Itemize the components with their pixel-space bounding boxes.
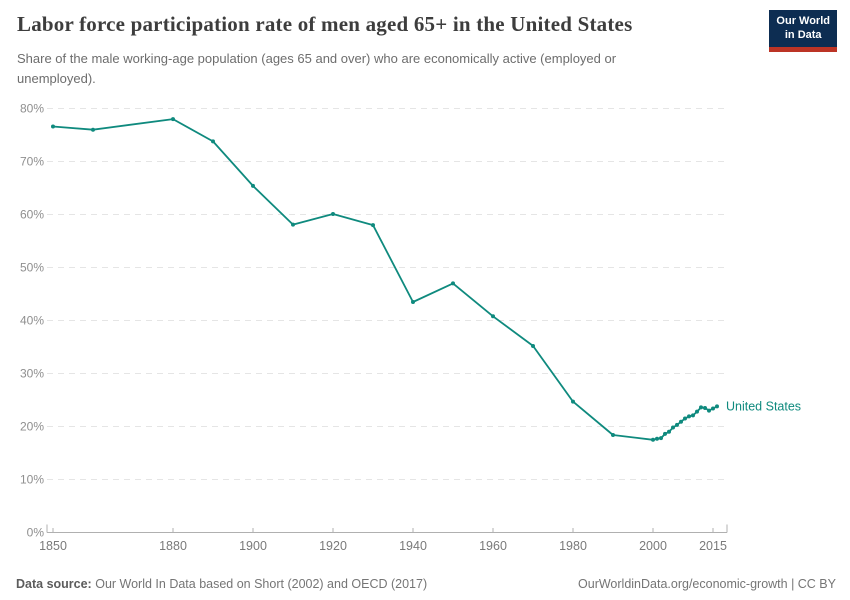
x-axis-label: 1850 (39, 539, 67, 553)
chart-footer: Data source: Our World In Data based on … (16, 577, 836, 591)
x-axis-label: 2000 (639, 539, 667, 553)
owid-url-license[interactable]: OurWorldinData.org/economic-growth | CC … (578, 577, 836, 591)
x-axis-label: 1940 (399, 539, 427, 553)
data-point (51, 124, 55, 129)
data-point (715, 404, 719, 409)
owid-logo[interactable]: Our World in Data (769, 10, 837, 52)
page-title: Labor force participation rate of men ag… (17, 12, 633, 36)
y-axis-label: 40% (20, 314, 44, 328)
data-point (291, 222, 295, 227)
data-point (675, 422, 679, 427)
data-point (695, 409, 699, 414)
data-point (703, 405, 707, 410)
x-axis-label: 1960 (479, 539, 507, 553)
data-point (451, 281, 455, 286)
x-axis-label: 1900 (239, 539, 267, 553)
data-source-text: Our World In Data based on Short (2002) … (95, 577, 428, 591)
data-point (531, 343, 535, 348)
data-source-label: Data source: (16, 577, 92, 591)
data-point (211, 139, 215, 144)
y-axis-label: 30% (20, 367, 44, 381)
data-point (371, 223, 375, 228)
y-axis-label: 80% (20, 102, 44, 116)
data-point (331, 211, 335, 216)
data-point (491, 314, 495, 319)
data-point (251, 183, 255, 188)
owid-logo-line1: Our World (776, 15, 830, 27)
data-point (663, 431, 667, 436)
y-axis-label: 20% (20, 420, 44, 434)
data-point (655, 436, 659, 441)
x-axis-label: 1980 (559, 539, 587, 553)
x-axis-label: 2015 (699, 539, 727, 553)
y-axis-label: 70% (20, 155, 44, 169)
data-point (699, 405, 703, 410)
data-point (571, 399, 575, 404)
y-axis-label: 50% (20, 261, 44, 275)
data-point (691, 413, 695, 418)
data-point (671, 425, 675, 430)
data-point (687, 414, 691, 419)
data-point (707, 408, 711, 413)
series-label: United States (726, 399, 801, 413)
data-point (411, 299, 415, 304)
data-point (651, 437, 655, 442)
data-point (171, 117, 175, 122)
x-axis-label: 1920 (319, 539, 347, 553)
x-axis-label: 1880 (159, 539, 187, 553)
data-point (611, 432, 615, 437)
data-source-note: Data source: Our World In Data based on … (16, 577, 427, 591)
data-point (667, 429, 671, 434)
y-axis-label: 0% (27, 526, 45, 540)
owid-logo-line2: in Data (784, 28, 822, 41)
y-axis-label: 10% (20, 473, 44, 487)
y-axis-label: 60% (20, 208, 44, 222)
data-point (91, 127, 95, 132)
chart-subtitle: Share of the male working-age population… (17, 51, 617, 87)
data-point (683, 416, 687, 421)
data-point (711, 406, 715, 411)
data-point (659, 436, 663, 441)
trend-line (52, 118, 718, 441)
data-point (679, 419, 683, 424)
